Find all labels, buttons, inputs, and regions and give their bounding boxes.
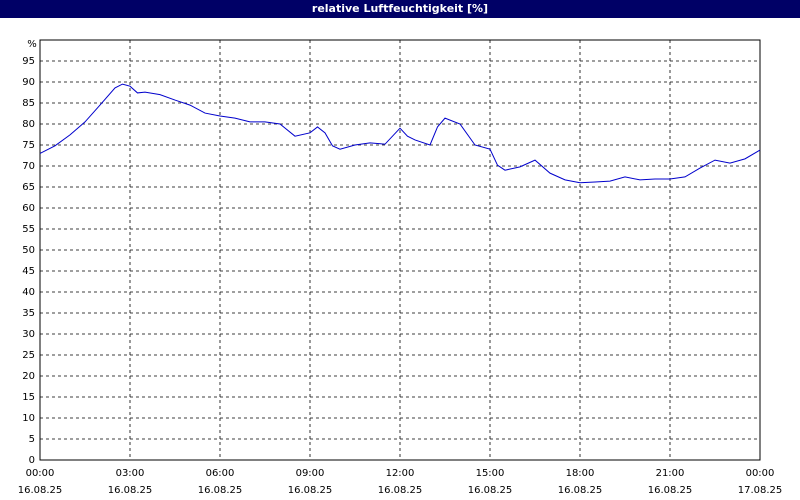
y-tick-label: 55	[22, 224, 35, 235]
y-tick-label: 15	[22, 392, 35, 403]
title-bar: relative Luftfeuchtigkeit [%]	[0, 0, 800, 18]
x-tick-label: 06:00	[206, 468, 235, 479]
y-tick-label: 30	[22, 329, 35, 340]
y-tick-label: 25	[22, 350, 35, 361]
y-tick-label: 0	[29, 455, 35, 466]
x-tick-label: 15:00	[476, 468, 505, 479]
x-tick-label: 03:00	[116, 468, 145, 479]
y-tick-label: 90	[22, 77, 35, 88]
x-tick-date: 16.08.25	[18, 485, 63, 496]
y-tick-label: 65	[22, 182, 35, 193]
x-tick-label: 00:00	[26, 468, 55, 479]
y-axis-label: %	[27, 39, 37, 50]
y-tick-label: 45	[22, 266, 35, 277]
x-tick-label: 09:00	[296, 468, 325, 479]
x-tick-date: 16.08.25	[468, 485, 513, 496]
x-tick-date: 16.08.25	[648, 485, 693, 496]
y-tick-label: 35	[22, 308, 35, 319]
x-tick-date: 16.08.25	[558, 485, 603, 496]
y-tick-label: 95	[22, 56, 35, 67]
y-tick-label: 20	[22, 371, 35, 382]
y-tick-label: 85	[22, 98, 35, 109]
y-tick-label: 40	[22, 287, 35, 298]
y-tick-label: 5	[29, 434, 35, 445]
y-tick-label: 80	[22, 119, 35, 130]
x-tick-date: 16.08.25	[198, 485, 243, 496]
y-tick-label: 10	[22, 413, 35, 424]
x-tick-date: 16.08.25	[378, 485, 423, 496]
x-tick-date: 16.08.25	[108, 485, 153, 496]
y-tick-label: 50	[22, 245, 35, 256]
x-tick-date: 17.08.25	[738, 485, 783, 496]
x-tick-label: 12:00	[386, 468, 415, 479]
x-tick-label: 00:00	[746, 468, 775, 479]
line-series	[39, 83, 761, 184]
x-tick-label: 18:00	[566, 468, 595, 479]
y-tick-label: 70	[22, 161, 35, 172]
y-tick-label: 75	[22, 140, 35, 151]
y-tick-label: 60	[22, 203, 35, 214]
x-tick-label: 21:00	[656, 468, 685, 479]
x-tick-date: 16.08.25	[288, 485, 333, 496]
